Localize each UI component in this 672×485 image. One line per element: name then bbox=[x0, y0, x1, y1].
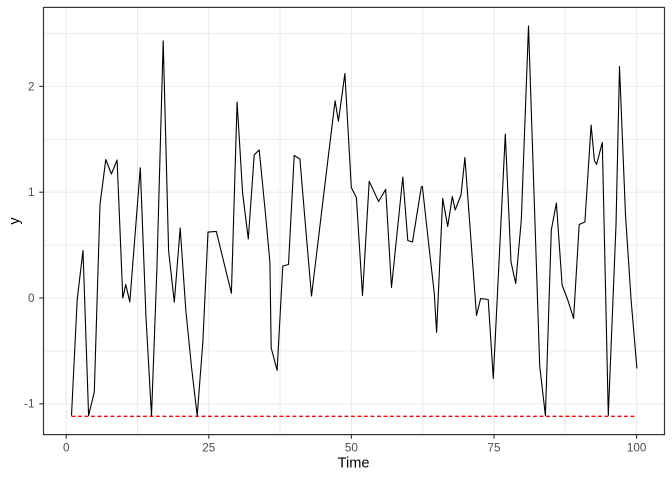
svg-text:50: 50 bbox=[345, 442, 359, 455]
svg-text:25: 25 bbox=[202, 442, 216, 455]
svg-text:y: y bbox=[7, 217, 23, 225]
svg-text:0: 0 bbox=[63, 442, 70, 455]
svg-text:100: 100 bbox=[627, 442, 647, 455]
svg-text:0: 0 bbox=[28, 292, 35, 305]
svg-text:1: 1 bbox=[28, 186, 35, 199]
svg-text:2: 2 bbox=[28, 81, 35, 94]
svg-text:-1: -1 bbox=[24, 398, 34, 411]
svg-text:75: 75 bbox=[487, 442, 501, 455]
svg-text:Time: Time bbox=[338, 456, 370, 472]
